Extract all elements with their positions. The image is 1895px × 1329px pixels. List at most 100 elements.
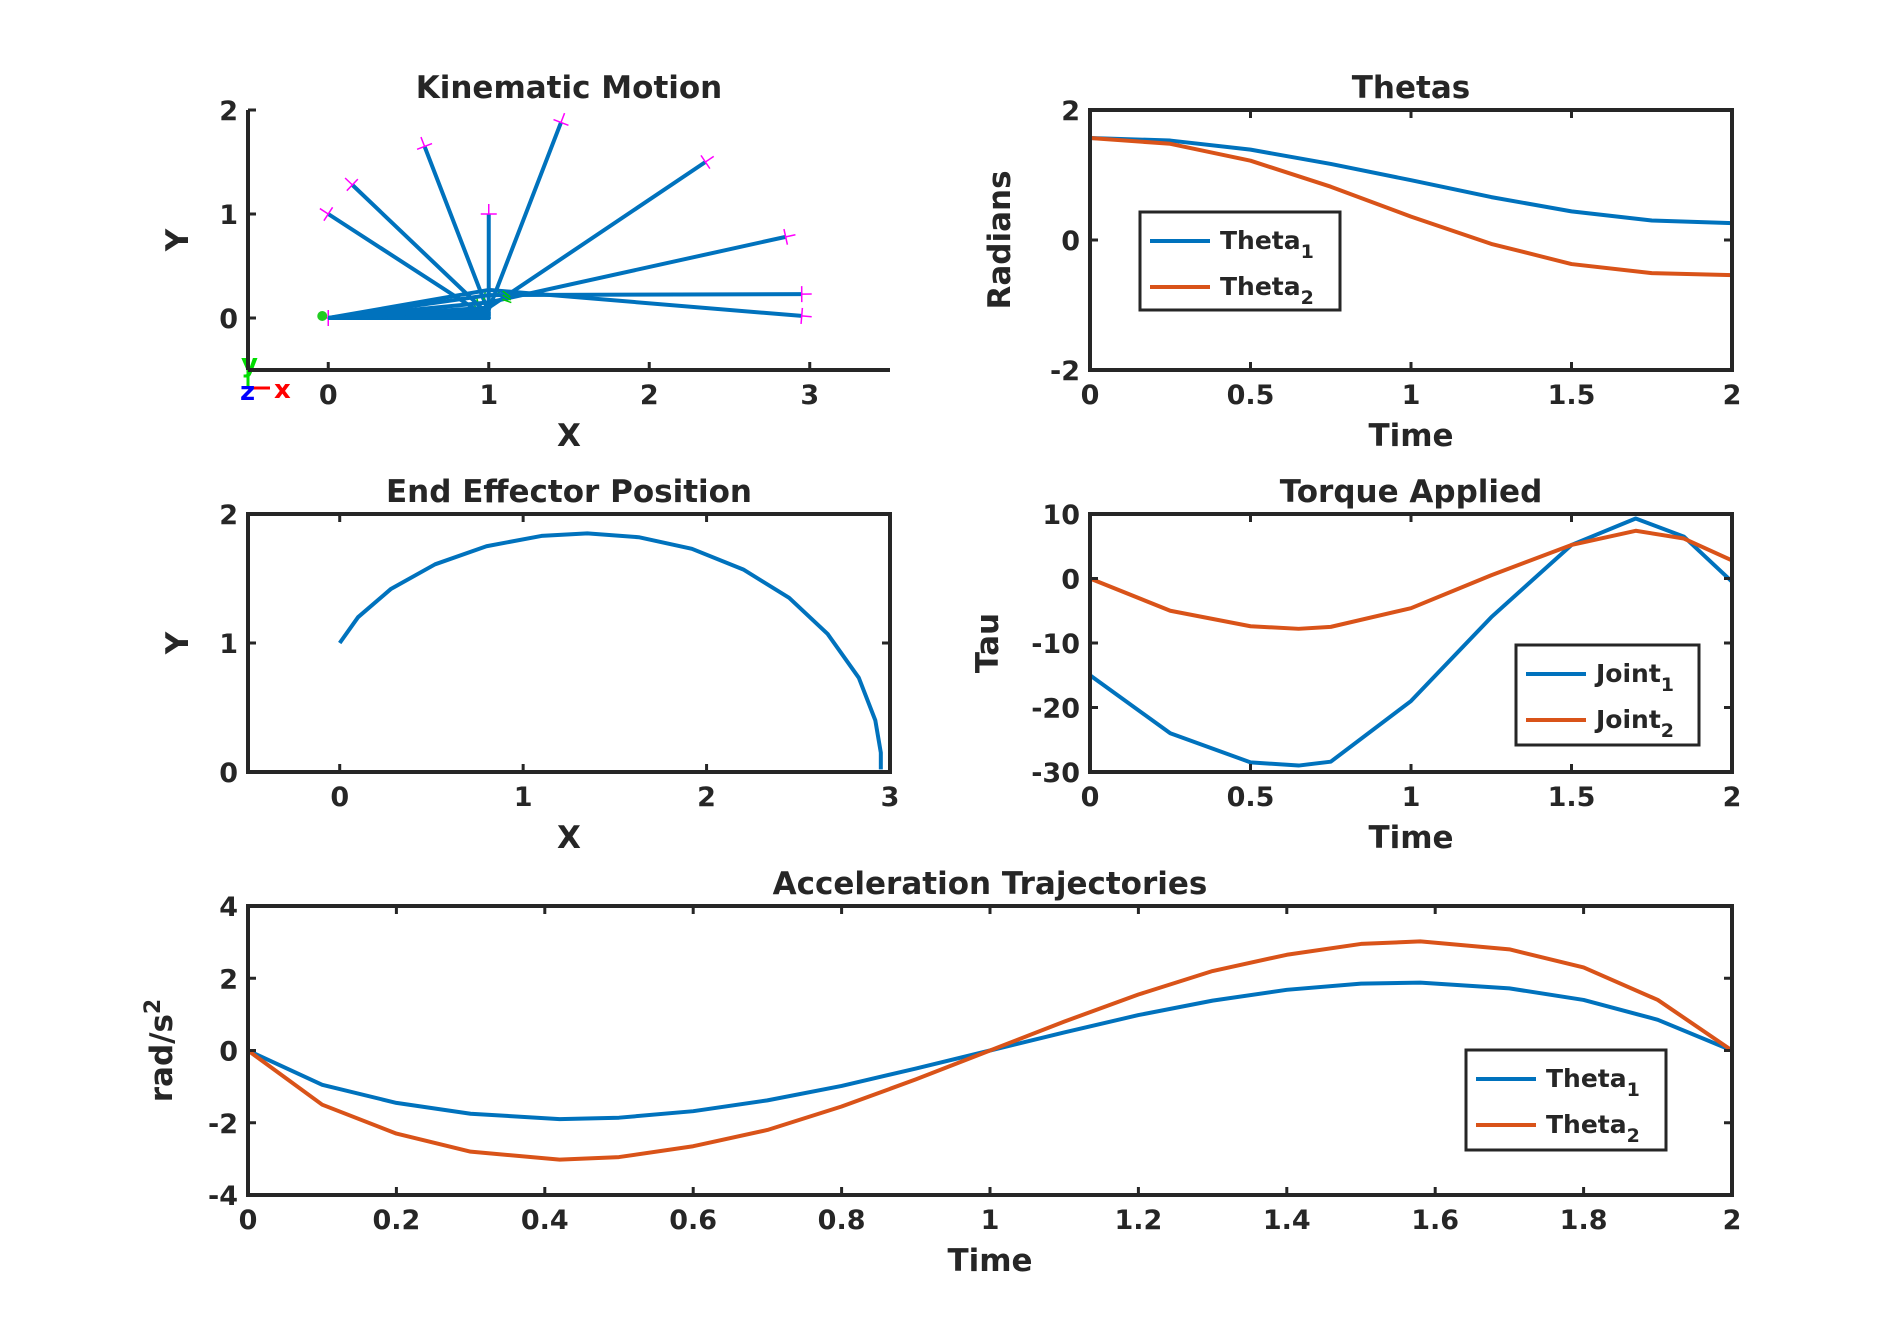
chart-title: Kinematic Motion (416, 70, 723, 106)
y-tick-label: 0 (1061, 565, 1080, 596)
frame-x-marker (801, 315, 812, 318)
series-theta-2-line (246, 939, 1734, 1162)
x-tick-label: 3 (881, 782, 900, 813)
y-axis-label: Y (160, 631, 196, 655)
y-axis-label: rad/s2 (141, 999, 180, 1102)
legend-entry: Theta2 (1220, 272, 1314, 309)
x-tick-label: 1.2 (1114, 1205, 1162, 1236)
x-axis-label: X (557, 820, 581, 856)
x-axis-label: X (557, 418, 581, 454)
x-tick-label: 1 (514, 782, 533, 813)
x-tick-label: 0.2 (372, 1205, 420, 1236)
series-joint-1-line (1088, 516, 1734, 768)
y-tick-label: 0 (219, 304, 238, 335)
axes-frame (246, 512, 892, 774)
y-tick-label: -30 (1031, 758, 1080, 789)
x-tick-label: 1.6 (1411, 1205, 1459, 1236)
frame-y-marker (416, 142, 433, 150)
y-axis-label: Radians (982, 170, 1018, 309)
x-tick-label: 1.4 (1263, 1205, 1311, 1236)
legend-box (1138, 210, 1342, 312)
x-tick-label: 0 (1081, 380, 1100, 411)
y-tick-label: 2 (219, 96, 238, 127)
frame-x-marker (344, 177, 353, 186)
y-tick-label: 2 (219, 500, 238, 531)
endeffector-panel: 0 1 2 3 0 1 2 End Effector Position X Y (160, 474, 899, 856)
chart-title: Thetas (1352, 70, 1470, 106)
torque-panel: 0 0.5 1 1.5 2 -30 -20 -10 0 10 Torque Applied Time T… (970, 474, 1741, 856)
y-tick-label: -20 (1031, 694, 1080, 725)
x-tick-label: 2 (697, 782, 716, 813)
accel-panel: 0 0.2 0.4 0.6 0.8 1 1.2 1.4 1.6 1.8 2 -4 -2 0 2 4 Accele… (141, 866, 1741, 1279)
elbow-frame-marker (502, 294, 512, 301)
x-tick-label: 1 (1402, 380, 1421, 411)
legend-entry: Joint1 (1594, 659, 1674, 696)
x-tick-label: 3 (800, 380, 819, 411)
series-joint-2-line (1089, 528, 1733, 631)
frame-y-marker (800, 307, 804, 324)
chart-title: Acceleration Trajectories (773, 866, 1208, 902)
y-tick-label: 0 (219, 758, 238, 789)
legend-entry: Joint2 (1594, 705, 1674, 742)
legend-box (1514, 643, 1701, 747)
frame-y-marker (783, 228, 789, 245)
y-tick-label: -4 (208, 1181, 238, 1212)
x-tick-label: 1 (981, 1205, 1000, 1236)
x-tick-label: 0.4 (521, 1205, 569, 1236)
legend-entry: Theta2 (1546, 1110, 1640, 1147)
elbow-frame-marker (502, 298, 512, 304)
legend-entry: Theta1 (1220, 226, 1314, 263)
end-effector-path (338, 531, 883, 770)
base-z-label: z (240, 377, 255, 407)
legend-entry: Theta1 (1546, 1064, 1640, 1101)
x-tick-label: 1 (479, 380, 498, 411)
shoulder-joint-marker (317, 311, 328, 321)
y-tick-label: 0 (219, 1037, 238, 1068)
x-tick-label: 0.5 (1227, 782, 1275, 813)
x-tick-label: 0.8 (818, 1205, 866, 1236)
arm-pose-7 (328, 234, 787, 320)
arm-pose-9 (327, 287, 802, 320)
series-theta-1-line (1089, 135, 1733, 226)
y-tick-label: -10 (1031, 629, 1080, 660)
chart-title: Torque Applied (1280, 474, 1543, 510)
series-theta-2-line (1089, 135, 1733, 278)
y-tick-label: 1 (219, 200, 238, 231)
frame-x-marker (560, 112, 566, 123)
base-x-label: x (274, 375, 291, 405)
frame-x-marker (785, 233, 796, 238)
x-tick-label: 2 (1723, 782, 1742, 813)
x-tick-label: 1.8 (1560, 1205, 1608, 1236)
x-tick-label: 1 (1402, 782, 1421, 813)
frame-x-marker (319, 207, 329, 215)
y-tick-label: 2 (1061, 96, 1080, 127)
y-axis-label: Y (160, 228, 196, 252)
frame-x-marker (420, 136, 426, 147)
x-tick-label: 2 (1723, 380, 1742, 411)
legend-box (1464, 1048, 1668, 1152)
x-tick-label: 0.6 (669, 1205, 717, 1236)
x-tick-label: 0 (239, 1205, 258, 1236)
x-tick-label: 0.5 (1227, 380, 1275, 411)
x-tick-label: 2 (1723, 1205, 1742, 1236)
frame-y-marker (553, 118, 569, 127)
legend: Theta1 Theta2 (1464, 1048, 1668, 1152)
y-tick-label: -2 (1050, 356, 1080, 387)
x-tick-label: 1.5 (1548, 380, 1596, 411)
x-tick-label: 0 (1081, 782, 1100, 813)
x-tick-label: 0 (319, 380, 338, 411)
x-axis-label: Time (1368, 820, 1453, 856)
y-tick-label: 10 (1042, 500, 1080, 531)
y-axis-label: Tau (970, 613, 1006, 673)
legend: Joint1 Joint2 (1514, 643, 1701, 747)
frame-x-marker (705, 155, 715, 163)
y-tick-label: 2 (219, 964, 238, 995)
elbow-frame-marker (502, 290, 511, 298)
frame-y-marker (346, 178, 359, 192)
y-tick-label: -2 (208, 1109, 238, 1140)
x-axis-label: Time (1368, 418, 1453, 454)
legend: Theta1 Theta2 (1138, 210, 1342, 312)
